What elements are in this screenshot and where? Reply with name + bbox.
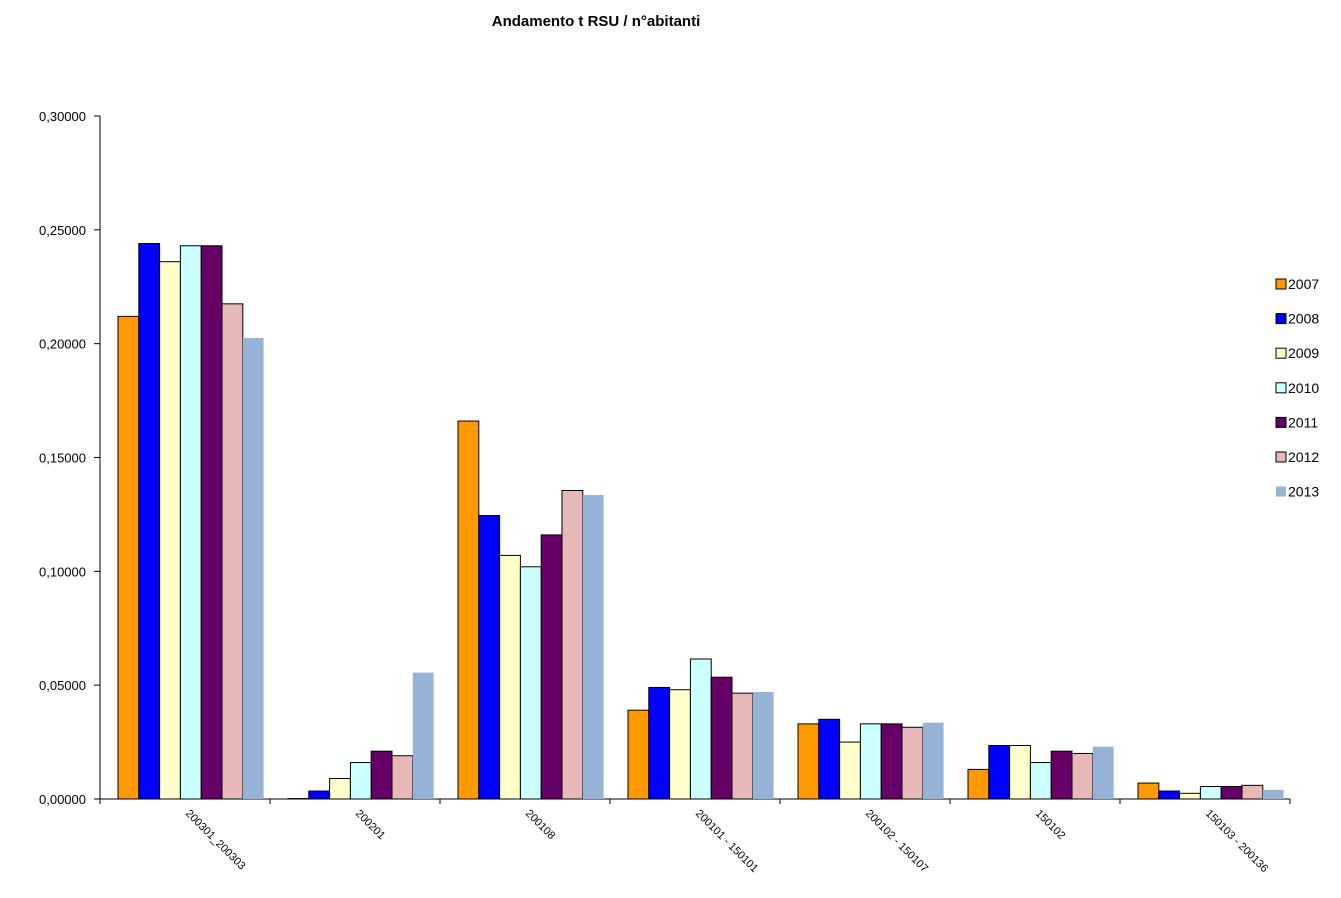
legend-label: 2011	[1288, 414, 1318, 430]
bar-2013	[1262, 789, 1284, 799]
bar-2007	[967, 768, 990, 800]
bars	[117, 242, 1284, 800]
bar-2008	[648, 686, 671, 800]
y-tick-label: 0,10000	[39, 564, 86, 579]
legend-swatch	[1275, 347, 1287, 359]
bar-2007	[1137, 782, 1160, 800]
y-tick-label: 0,05000	[39, 678, 86, 693]
x-tick-label: 200101 - 150101	[693, 808, 760, 875]
bar-2011	[540, 534, 563, 800]
bar-2008	[478, 515, 501, 800]
bar-2009	[669, 689, 691, 800]
bar-2010	[1199, 785, 1222, 800]
x-tick-label: 200108	[523, 808, 557, 842]
bar-2007	[117, 315, 140, 800]
bar-2007	[797, 723, 820, 800]
bar-2011	[880, 723, 903, 800]
bar-2011	[1220, 785, 1243, 800]
y-tick-label: 0,25000	[39, 223, 86, 238]
legend-swatch	[1275, 382, 1287, 394]
bar-2007	[457, 420, 480, 800]
bar-2013	[1092, 746, 1114, 799]
bar-2008	[818, 718, 841, 800]
bar-2009	[839, 741, 861, 800]
y-tick-label: 0,30000	[39, 109, 86, 124]
bar-2010	[179, 245, 202, 800]
bar-2013	[752, 691, 774, 799]
legend-label: 2009	[1288, 345, 1319, 361]
legend-label: 2008	[1288, 311, 1319, 327]
legend-label: 2007	[1288, 276, 1319, 292]
y-tick-label: 0,00000	[39, 792, 86, 807]
bar-2013	[922, 722, 944, 799]
chart-title: Andamento t RSU / n°abitanti	[492, 13, 701, 30]
legend: 2007 2008 2009 2010 2011 2012 2013	[1275, 276, 1319, 500]
legend-label: 2012	[1288, 449, 1319, 465]
bar-2012	[731, 692, 754, 800]
bar-2011	[370, 750, 393, 800]
legend-label: 2013	[1288, 484, 1319, 500]
legend-swatch	[1275, 451, 1287, 463]
bar-2012	[391, 755, 414, 800]
bar-2009	[1009, 744, 1031, 800]
bar-2011	[1050, 750, 1073, 800]
bar-2012	[1071, 752, 1094, 800]
y-tick-label: 0,20000	[39, 337, 86, 352]
bar-2008	[1158, 790, 1181, 800]
bar-2010	[689, 658, 712, 800]
legend-swatch	[1275, 278, 1287, 290]
bar-2012	[561, 490, 584, 800]
bar-2007	[627, 709, 650, 800]
bar-2009	[499, 554, 521, 800]
bar-2010	[859, 723, 882, 800]
legend-label: 2010	[1288, 380, 1319, 396]
bar-2008	[138, 242, 161, 800]
x-tick-label: 200102 - 150107	[863, 808, 930, 875]
bar-2008	[988, 744, 1011, 800]
bar-2009	[159, 261, 181, 800]
x-tick-label: 200201	[353, 808, 387, 842]
bar-2008	[308, 790, 331, 800]
bar-2012	[1241, 784, 1264, 800]
bar-2011	[710, 676, 733, 800]
bar-2009	[1179, 792, 1201, 800]
legend-swatch	[1276, 486, 1286, 497]
x-tick-label: 150102	[1033, 808, 1067, 842]
bar-2010	[519, 566, 542, 800]
bar-2009	[329, 778, 351, 800]
bar-2012	[221, 303, 244, 800]
x-tick-label: 150103 - 200136	[1203, 808, 1270, 875]
legend-swatch	[1275, 313, 1287, 325]
bar-2010	[1029, 762, 1052, 800]
bar-2011	[200, 245, 223, 800]
bar-2013	[242, 337, 264, 799]
y-tick-label: 0,15000	[39, 451, 86, 466]
bar-2013	[582, 495, 604, 799]
bar-2010	[349, 762, 372, 800]
legend-swatch	[1275, 416, 1287, 428]
x-tick-label: 200301_200303	[183, 808, 248, 873]
bar-2013	[412, 672, 434, 799]
bar-2012	[901, 726, 924, 800]
